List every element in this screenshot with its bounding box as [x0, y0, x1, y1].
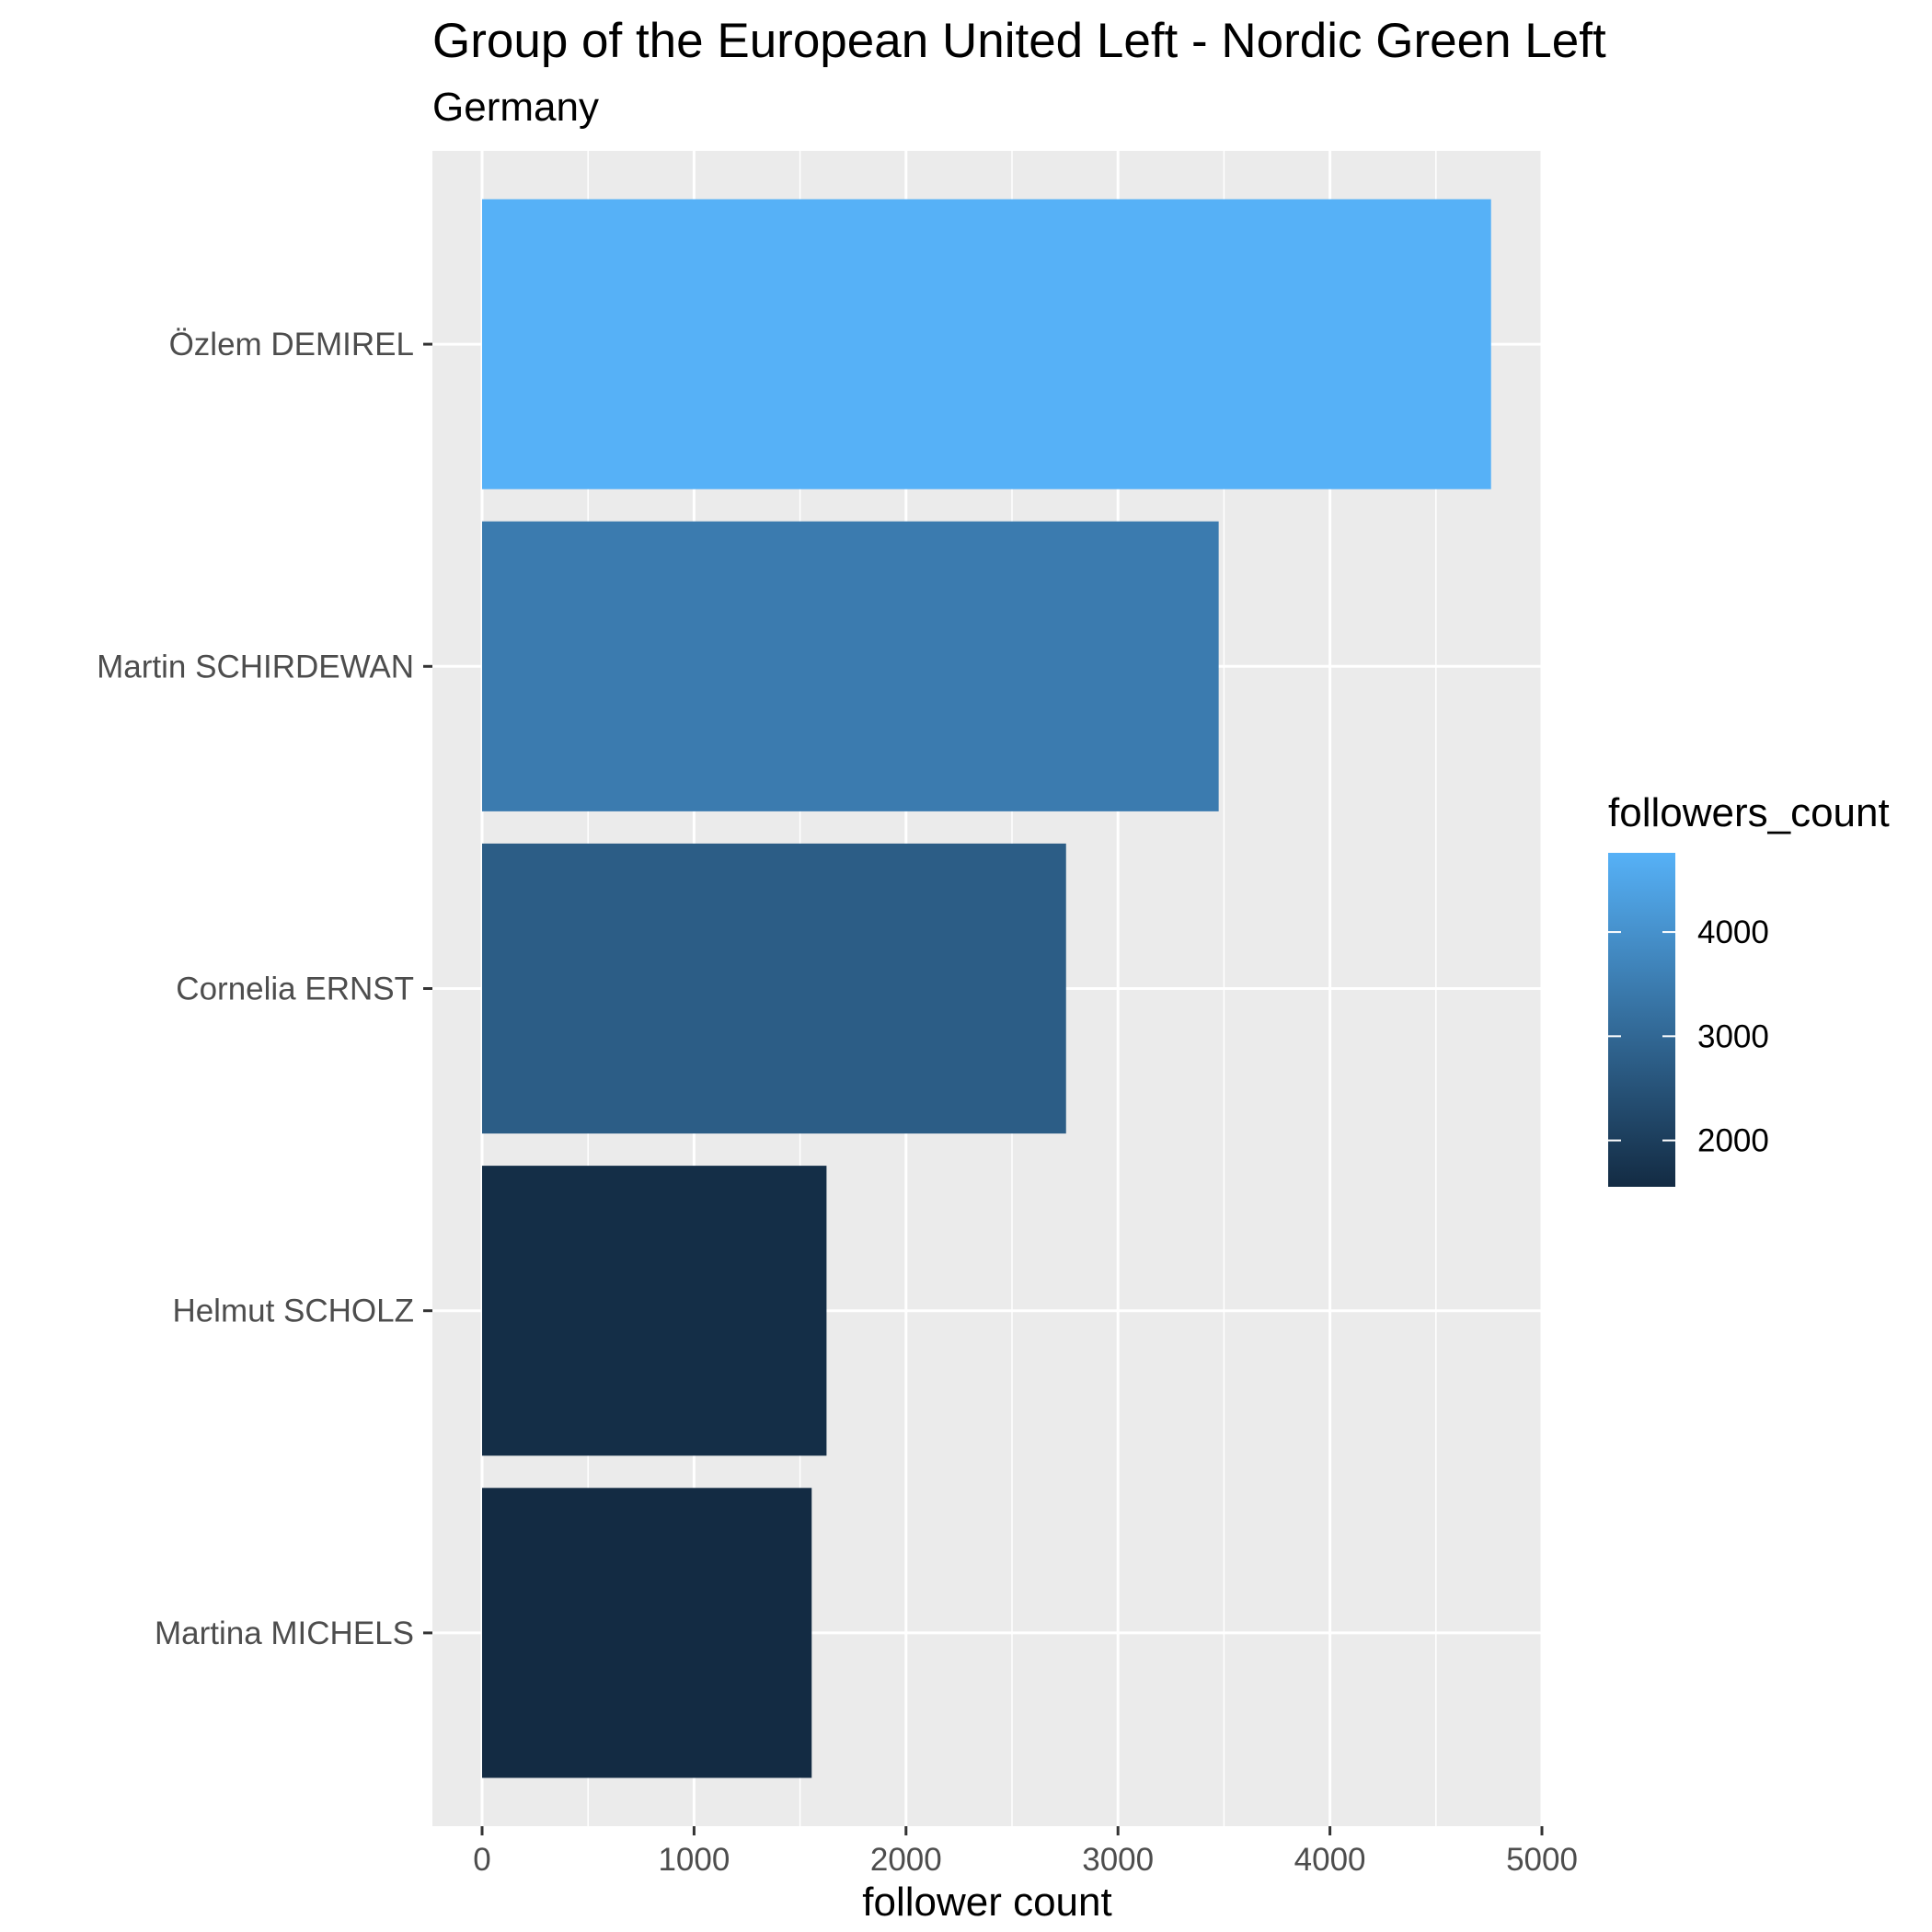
- y-tick-label: Cornelia ERNST: [176, 972, 414, 1007]
- bar: [482, 1166, 827, 1456]
- legend-colorbar: [1608, 853, 1675, 1187]
- y-tick-label: Martina MICHELS: [155, 1616, 414, 1651]
- chart-title: Group of the European United Left - Nord…: [432, 14, 1606, 68]
- bar: [482, 1488, 812, 1778]
- x-tick-label: 0: [473, 1842, 490, 1878]
- x-tick-label: 3000: [1082, 1842, 1154, 1878]
- bar: [482, 199, 1491, 489]
- y-tick-label: Helmut SCHOLZ: [172, 1294, 414, 1329]
- x-axis: 0 1000 2000 3000 4000 5000: [473, 1826, 1578, 1878]
- x-tick-label: 1000: [658, 1842, 730, 1878]
- legend-title: followers_count: [1608, 790, 1890, 835]
- x-tick-label: 2000: [870, 1842, 942, 1878]
- y-tick-label: Martin SCHIRDEWAN: [97, 649, 414, 684]
- bars: [482, 199, 1491, 1778]
- legend-label: 4000: [1697, 914, 1769, 950]
- legend-label: 2000: [1697, 1123, 1769, 1159]
- legend-label: 3000: [1697, 1018, 1769, 1054]
- x-tick-label: 4000: [1294, 1842, 1366, 1878]
- x-tick-label: 5000: [1506, 1842, 1578, 1878]
- x-axis-title: follower count: [862, 1880, 1111, 1925]
- legend: followers_count 2000 3000 4000: [1608, 790, 1890, 1187]
- y-tick-label: Özlem DEMIREL: [169, 327, 414, 362]
- chart-subtitle: Germany: [432, 85, 599, 130]
- bar: [482, 843, 1066, 1134]
- y-axis: Özlem DEMIREL Martin SCHIRDEWAN Cornelia E…: [97, 327, 432, 1651]
- bar: [482, 521, 1219, 811]
